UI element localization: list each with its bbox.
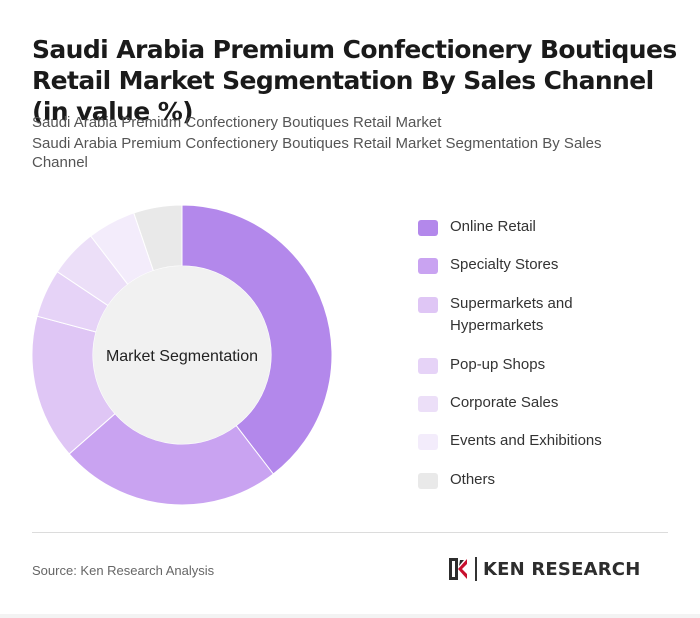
legend-label: Corporate Sales <box>450 394 559 411</box>
brand-name: KEN RESEARCH <box>483 558 641 580</box>
brand: KEN RESEARCH <box>447 556 640 582</box>
legend-item-events-and-exhibitions: Events and Exhibitions <box>418 430 678 452</box>
legend-label: Others <box>450 471 496 488</box>
legend-swatch <box>418 297 438 313</box>
donut-slices <box>31 204 333 506</box>
legend-item-others: Others <box>418 469 678 491</box>
center-label: Market Segmentation <box>106 348 258 365</box>
chart-subtitle: Saudi Arabia Premium Confectionery Bouti… <box>32 114 442 131</box>
legend-label: Online Retail <box>450 218 536 235</box>
legend-item-pop-up-shops: Pop-up Shops <box>418 354 678 376</box>
donut-chart: Market Segmentation <box>31 204 333 506</box>
legend-item-corporate-sales: Corporate Sales <box>418 392 678 414</box>
legend-label: Pop-up Shops <box>450 356 546 373</box>
legend-label: Supermarkets and Hypermarkets <box>450 295 573 334</box>
ken-research-logo-icon <box>449 558 467 580</box>
legend-swatch <box>418 473 438 489</box>
legend-swatch <box>418 220 438 236</box>
legend-item-specialty-stores: Specialty Stores <box>418 254 678 276</box>
brand-separator <box>475 557 477 581</box>
source-note: Source: Ken Research Analysis <box>32 563 215 578</box>
legend-label: Specialty Stores <box>450 256 559 273</box>
legend-swatch <box>418 258 438 274</box>
legend-item-online-retail: Online Retail <box>418 216 678 238</box>
chart-subtitle-detail: Saudi Arabia Premium Confectionery Bouti… <box>32 135 602 171</box>
legend-swatch <box>418 358 438 374</box>
footer-divider <box>32 532 668 533</box>
legend-label: Events and Exhibitions <box>450 432 602 449</box>
donut-hole <box>93 266 271 444</box>
legend-swatch <box>418 434 438 450</box>
legend-swatch <box>418 396 438 412</box>
chart-title: Saudi Arabia Premium Confectionery Bouti… <box>32 35 677 126</box>
legend-item-supermarkets-and-hypermarkets: Supermarkets and Hypermarkets <box>418 293 678 337</box>
